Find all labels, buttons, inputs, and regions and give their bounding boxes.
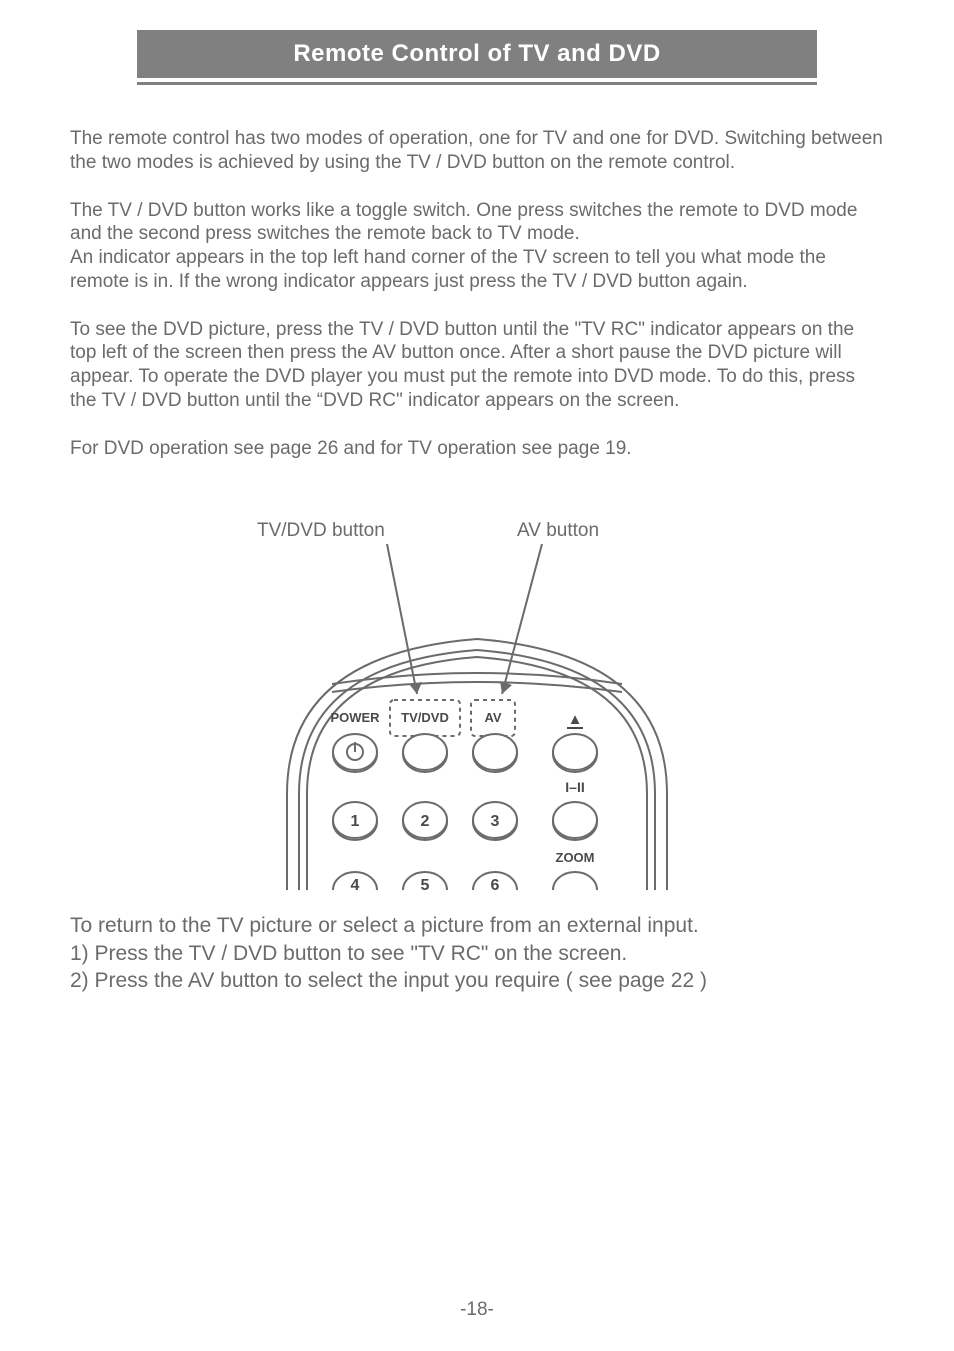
callout-arrow-tvdvd	[387, 544, 422, 694]
label-tvdvd: TV/DVD	[401, 710, 449, 725]
label-i-ii: I–II	[565, 779, 584, 795]
callout-av-label: AV button	[517, 520, 599, 542]
paragraph-1: The remote control has two modes of oper…	[70, 127, 884, 175]
label-3: 3	[491, 813, 500, 830]
btn-zoom	[553, 872, 597, 890]
footer-line-3: 2) Press the AV button to select the inp…	[70, 967, 884, 994]
page-title: Remote Control of TV and DVD	[137, 30, 817, 78]
power-button	[333, 734, 377, 772]
remote-lip-2	[332, 682, 622, 692]
footer-line-1: To return to the TV picture or select a …	[70, 912, 884, 939]
footer-instructions: To return to the TV picture or select a …	[70, 912, 884, 994]
remote-diagram: TV/DVD button AV button	[227, 520, 727, 890]
label-4: 4	[351, 877, 360, 890]
label-5: 5	[421, 877, 430, 890]
callout-tvdvd-label: TV/DVD button	[257, 520, 385, 542]
footer-line-2: 1) Press the TV / DVD button to see "TV …	[70, 940, 884, 967]
paragraph-2b: An indicator appears in the top left han…	[70, 246, 884, 294]
eject-icon: ▲	[568, 711, 583, 728]
callout-arrow-av	[500, 544, 542, 694]
manual-page: Remote Control of TV and DVD The remote …	[0, 0, 954, 1351]
label-1: 1	[351, 813, 360, 830]
remote-svg: POWER TV/DVD AV ▲ I–II 1 2 3 ZOOM 4 5 6	[277, 544, 677, 890]
av-button	[473, 734, 517, 772]
remote-outline-3	[307, 657, 647, 890]
paragraph-3: To see the DVD picture, press the TV / D…	[70, 318, 884, 413]
paragraph-4: For DVD operation see page 26 and for TV…	[70, 437, 884, 461]
btn-i-ii	[553, 802, 597, 840]
label-av: AV	[484, 710, 501, 725]
body-text: The remote control has two modes of oper…	[70, 127, 884, 460]
eject-button	[553, 734, 597, 772]
label-2: 2	[421, 813, 430, 830]
label-power: POWER	[330, 710, 380, 725]
title-underline	[137, 82, 817, 85]
tvdvd-button	[403, 734, 447, 772]
label-6: 6	[491, 877, 500, 890]
label-zoom: ZOOM	[556, 850, 595, 865]
paragraph-2a: The TV / DVD button works like a toggle …	[70, 199, 884, 247]
page-number: -18-	[0, 1299, 954, 1321]
title-bar: Remote Control of TV and DVD	[137, 30, 817, 85]
